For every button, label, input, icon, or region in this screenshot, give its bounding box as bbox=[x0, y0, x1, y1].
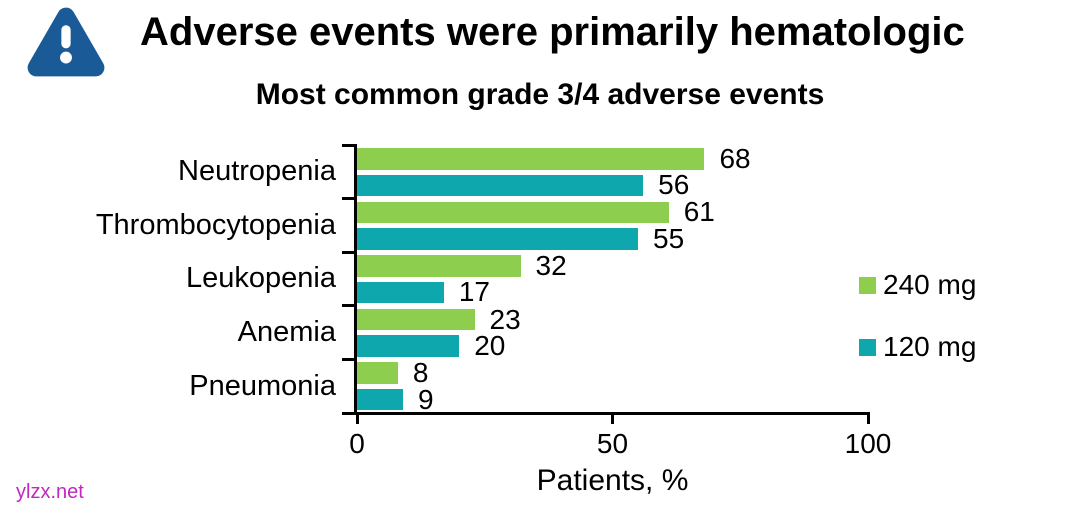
y-tick bbox=[342, 411, 354, 415]
y-tick bbox=[342, 357, 354, 361]
legend-swatch-240mg bbox=[859, 276, 876, 294]
y-tick bbox=[342, 197, 354, 201]
legend-item-240mg: 240 mg bbox=[859, 269, 976, 301]
bar-value-240mg-neutropenia: 68 bbox=[719, 142, 751, 174]
category-axis-labels: Neutropenia Thrombocytopenia Leukopenia Ane… bbox=[0, 145, 338, 413]
x-tick-100 bbox=[866, 413, 870, 424]
x-tick-50 bbox=[611, 413, 614, 424]
watermark: ylzx.net bbox=[16, 481, 84, 503]
x-tick-label-50: 50 bbox=[596, 428, 629, 459]
bar-240mg-pneumonia bbox=[357, 362, 398, 384]
category-label-thrombocytopenia: Thrombocytopenia bbox=[95, 208, 336, 241]
warning-icon bbox=[27, 7, 105, 77]
bar-240mg-leukopenia bbox=[357, 255, 521, 277]
bar-value-240mg-leukopenia: 32 bbox=[535, 249, 567, 281]
category-label-anemia: Anemia bbox=[237, 316, 336, 349]
legend-label-120mg: 120 mg bbox=[883, 331, 977, 362]
bar-120mg-neutropenia bbox=[357, 174, 644, 196]
plot-area: 68 56 61 55 32 17 23 20 8 9 bbox=[357, 142, 868, 415]
x-tick-label-0: 0 bbox=[349, 428, 365, 459]
y-tick bbox=[342, 143, 354, 147]
bar-120mg-anemia bbox=[357, 335, 460, 357]
category-label-leukopenia: Leukopenia bbox=[186, 262, 336, 295]
x-axis-line bbox=[343, 412, 870, 415]
x-tick-0 bbox=[355, 413, 359, 424]
bar-240mg-anemia bbox=[357, 308, 475, 331]
bar-value-120mg-leukopenia: 17 bbox=[458, 276, 491, 308]
legend-swatch-120mg bbox=[859, 338, 876, 356]
bar-value-240mg-pneumonia: 8 bbox=[412, 357, 429, 389]
chart-title: Most common grade 3/4 adverse events bbox=[255, 78, 825, 111]
y-axis-line bbox=[354, 144, 357, 415]
legend: 240 mg 120 mg bbox=[859, 269, 976, 363]
warning-exclamation-dot bbox=[60, 51, 72, 64]
legend-item-120mg: 120 mg bbox=[859, 331, 976, 363]
category-label-neutropenia: Neutropenia bbox=[178, 155, 336, 188]
bar-value-120mg-neutropenia: 56 bbox=[658, 169, 690, 201]
category-label-pneumonia: Pneumonia bbox=[189, 369, 336, 402]
y-tick bbox=[342, 250, 354, 254]
x-axis-title: Patients, % bbox=[536, 464, 689, 497]
legend-label-240mg: 240 mg bbox=[883, 269, 977, 300]
bar-value-240mg-anemia: 23 bbox=[489, 303, 521, 335]
bar-120mg-pneumonia bbox=[357, 388, 403, 411]
bar-value-120mg-pneumonia: 9 bbox=[417, 383, 434, 415]
bar-value-120mg-anemia: 20 bbox=[474, 330, 506, 362]
bar-120mg-leukopenia bbox=[357, 281, 444, 304]
warning-exclamation-bar bbox=[61, 25, 71, 49]
page-title: Adverse events were primarily hematologi… bbox=[140, 10, 965, 54]
bar-240mg-thrombocytopenia bbox=[357, 201, 669, 224]
bar-value-240mg-thrombocytopenia: 61 bbox=[683, 196, 715, 228]
bar-120mg-thrombocytopenia bbox=[357, 228, 639, 250]
x-tick-label-100: 100 bbox=[844, 428, 892, 459]
y-tick bbox=[342, 304, 354, 308]
bar-value-120mg-thrombocytopenia: 55 bbox=[653, 222, 685, 254]
bar-240mg-neutropenia bbox=[357, 148, 705, 170]
